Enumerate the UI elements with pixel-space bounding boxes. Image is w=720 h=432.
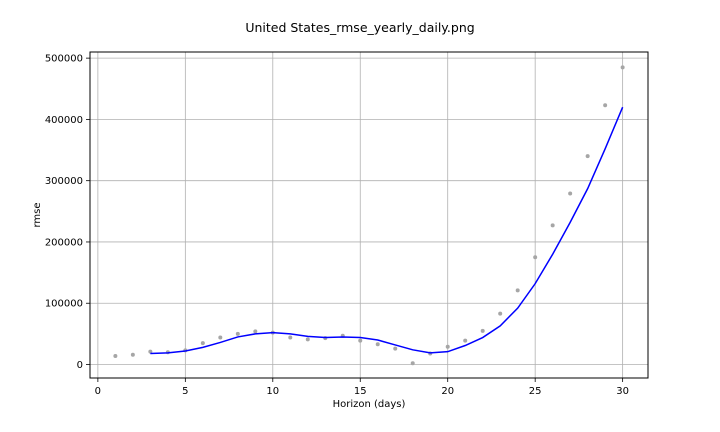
scatter-point [515, 288, 520, 293]
x-tick-label: 10 [266, 386, 279, 397]
scatter-point [603, 103, 608, 108]
scatter-point [410, 361, 415, 366]
y-tick-label: 400000 [45, 115, 83, 126]
x-tick-label: 25 [529, 386, 542, 397]
scatter-point [445, 344, 450, 349]
scatter-point [375, 342, 380, 347]
scatter-point [305, 337, 310, 342]
grid-lines [90, 52, 648, 378]
scatter-point [148, 349, 153, 354]
plot-series [113, 65, 625, 366]
x-tick-label: 15 [354, 386, 367, 397]
y-tick-label: 0 [77, 360, 83, 371]
scatter-point [480, 328, 485, 333]
scatter-point [288, 335, 293, 340]
plot-frame [89, 51, 649, 379]
scatter-point [113, 353, 118, 358]
scatter-point [533, 255, 538, 260]
chart-title: United States_rmse_yearly_daily.png [245, 20, 474, 35]
scatter-point [550, 223, 555, 228]
y-tick-label: 500000 [45, 54, 83, 65]
scatter-point [568, 191, 573, 196]
scatter-point [358, 338, 363, 343]
scatter-point [463, 338, 468, 343]
scatter-point [235, 331, 240, 336]
scatter-point [620, 65, 625, 70]
x-tick-label: 5 [182, 386, 188, 397]
y-tick-label: 300000 [45, 176, 83, 187]
axis-ticks: 0 5 10 15 20 25 30 0 100000 200000 300000 400000 500… [45, 54, 629, 397]
scatter-point [200, 341, 205, 346]
x-tick-label: 20 [441, 386, 454, 397]
scatter-point [393, 346, 398, 351]
x-axis-label: Horizon (days) [333, 399, 406, 410]
y-tick-label: 200000 [45, 237, 83, 248]
scatter-point [130, 352, 135, 357]
y-axis-label: rmse [32, 202, 43, 227]
x-tick-label: 30 [616, 386, 629, 397]
scatter-point [585, 154, 590, 159]
x-tick-label: 0 [95, 386, 101, 397]
scatter-point [498, 311, 503, 316]
scatter-point [218, 335, 223, 340]
y-tick-label: 100000 [45, 299, 83, 310]
rolling-mean-line [150, 106, 624, 355]
scatter-point [253, 329, 258, 334]
